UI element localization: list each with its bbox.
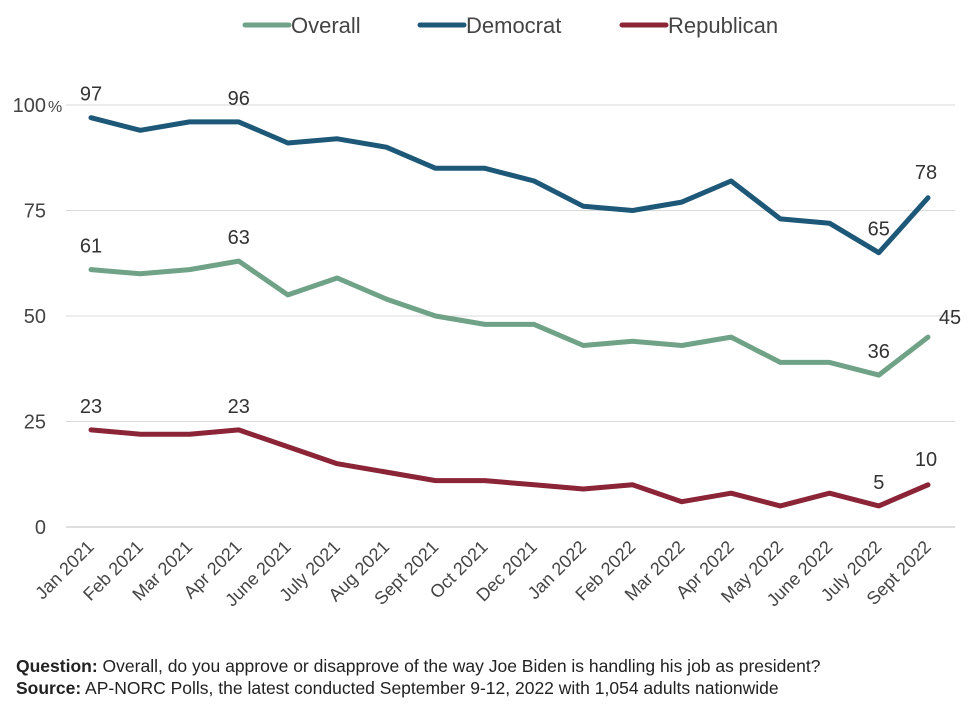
source-note: Source: AP-NORC Polls, the latest conduc…	[16, 677, 966, 699]
data-label-democrat: 97	[80, 84, 102, 106]
data-labels: 61 63 36 45 97 96 65 78 23 23 5 10	[80, 84, 961, 494]
data-label-overall: 45	[939, 307, 961, 329]
y-tick-label: 25	[24, 412, 46, 434]
question-note: Question: Overall, do you approve or dis…	[16, 655, 966, 677]
y-tick-label: 50	[24, 306, 46, 328]
data-label-republican: 5	[873, 472, 884, 494]
y-axis-ticks: 0 25 50 75 100%	[13, 95, 63, 539]
data-label-democrat: 96	[228, 88, 250, 110]
y-unit-label: %	[48, 99, 62, 116]
legend: Overall Democrat Republican	[242, 13, 778, 38]
legend-label-republican: Republican	[668, 13, 778, 38]
series-line-democrat	[88, 115, 931, 256]
legend-label-democrat: Democrat	[466, 13, 561, 38]
data-label-overall: 36	[868, 341, 890, 363]
chart-notes: Question: Overall, do you approve or dis…	[16, 655, 966, 699]
series-lines	[88, 115, 931, 509]
data-label-overall: 63	[228, 227, 250, 249]
source-text: AP-NORC Polls, the latest conducted Sept…	[81, 678, 779, 698]
data-label-republican: 10	[915, 449, 937, 471]
data-label-democrat: 78	[915, 162, 937, 184]
line-chart: Overall Democrat Republican 0 25 50 75 100% Ja…	[13, 13, 962, 611]
data-label-republican: 23	[228, 396, 250, 418]
data-label-democrat: 65	[868, 219, 890, 241]
data-label-republican: 23	[80, 396, 102, 418]
series-line-overall	[88, 258, 931, 378]
source-label: Source:	[16, 678, 82, 698]
question-text: Overall, do you approve or disapprove of…	[97, 656, 821, 676]
gridlines	[66, 104, 955, 528]
y-tick-label: 0	[35, 517, 46, 539]
legend-label-overall: Overall	[291, 13, 361, 38]
series-line-republican	[88, 427, 931, 509]
y-tick-label: 100	[13, 95, 46, 117]
question-label: Question:	[16, 656, 98, 676]
y-tick-label: 75	[24, 201, 46, 223]
data-label-overall: 61	[80, 236, 102, 258]
